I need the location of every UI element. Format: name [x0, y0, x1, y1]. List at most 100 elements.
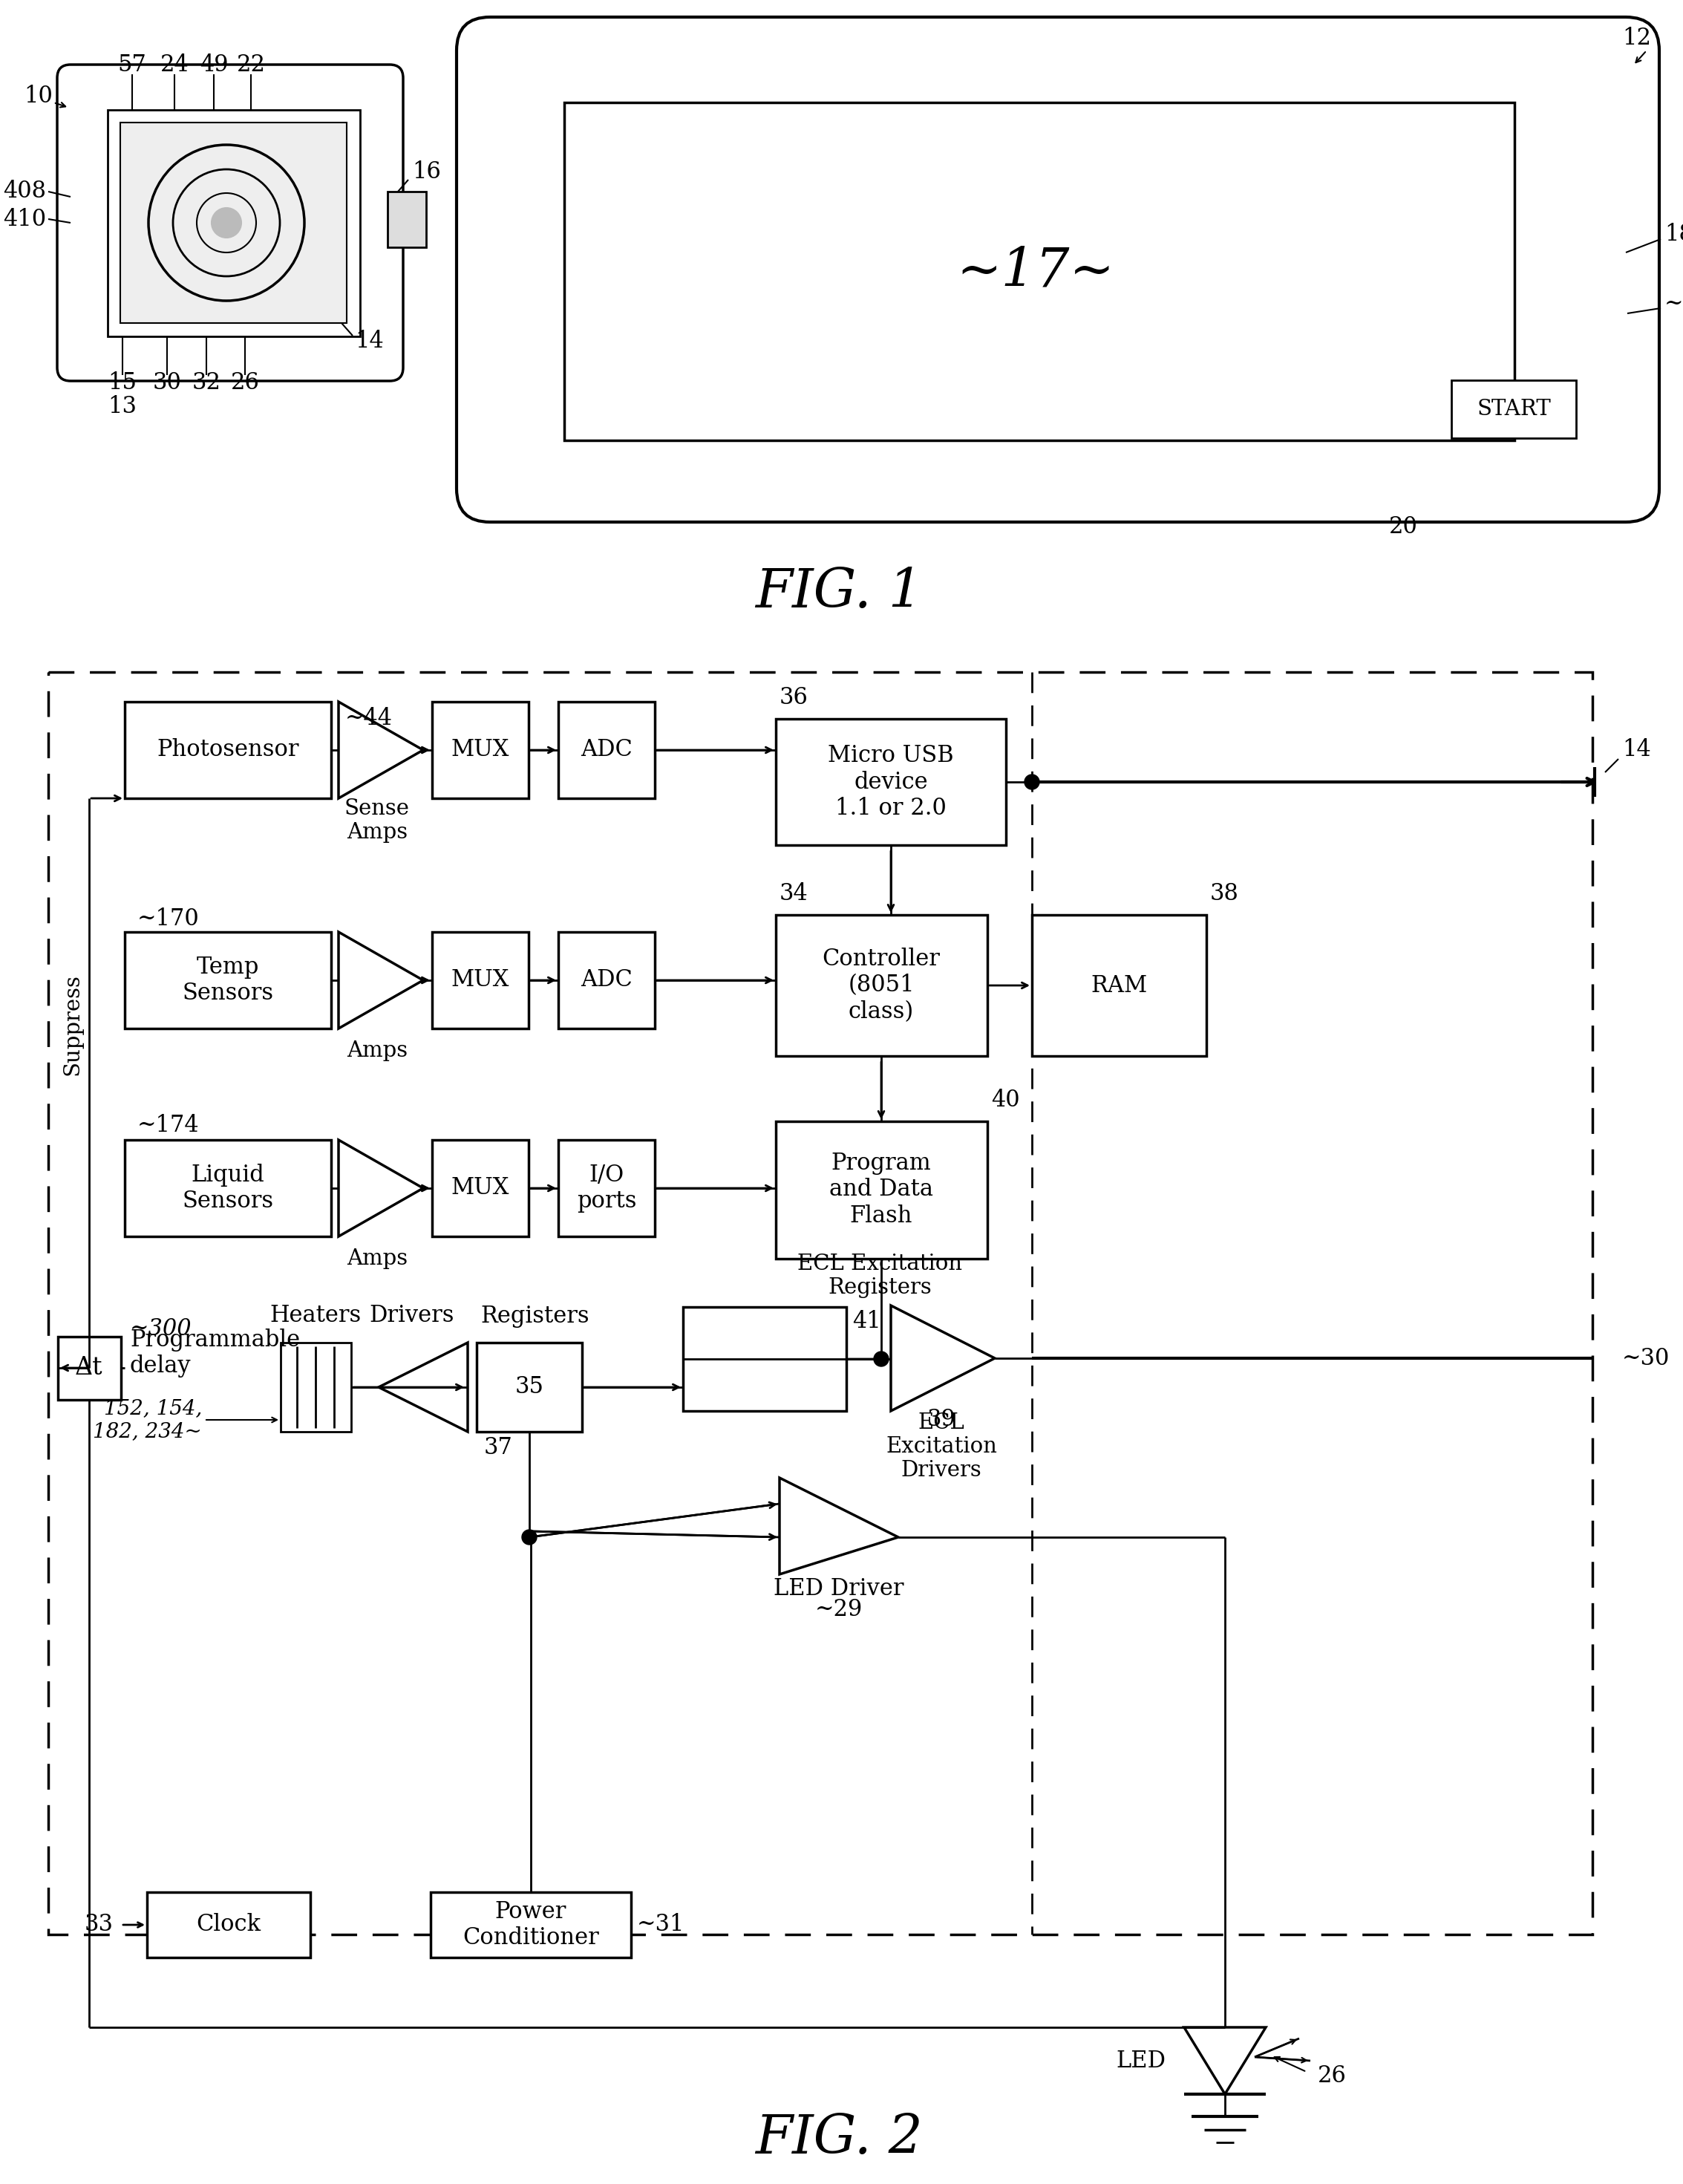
Bar	[125, 701, 332, 799]
Text: 32: 32	[192, 371, 220, 393]
FancyBboxPatch shape	[456, 17, 1659, 522]
Bar	[433, 701, 528, 799]
Polygon shape	[338, 1140, 422, 1236]
Bar	[433, 1140, 528, 1236]
Bar	[387, 192, 426, 247]
Bar	[1451, 380, 1575, 439]
Bar	[1032, 915, 1207, 1057]
Text: 15: 15	[108, 371, 136, 393]
Text: LED Driver: LED Driver	[774, 1577, 904, 1601]
Text: 16: 16	[412, 162, 441, 183]
Text: RAM: RAM	[1091, 974, 1148, 996]
Text: 408: 408	[3, 179, 45, 203]
Polygon shape	[338, 701, 422, 799]
Text: Liquid
Sensors: Liquid Sensors	[182, 1164, 274, 1212]
Text: 14: 14	[355, 330, 384, 354]
Polygon shape	[1185, 2027, 1266, 2094]
Bar	[125, 1140, 332, 1236]
Text: ~30: ~30	[1622, 1348, 1670, 1369]
Text: 20: 20	[1388, 515, 1417, 539]
Text: 18: 18	[1664, 223, 1683, 245]
Text: ~28: ~28	[1664, 293, 1683, 317]
Text: ~31: ~31	[636, 1913, 685, 1937]
Bar	[433, 933, 528, 1029]
Bar	[119, 122, 347, 323]
Text: 24: 24	[160, 55, 188, 76]
Polygon shape	[890, 1306, 995, 1411]
Text: 33: 33	[84, 1913, 113, 1937]
Text: Programmable
delay: Programmable delay	[130, 1328, 300, 1378]
Text: 34: 34	[779, 882, 808, 906]
Text: 35: 35	[515, 1376, 544, 1398]
Text: FIG. 1: FIG. 1	[756, 566, 922, 618]
Text: 41: 41	[852, 1310, 880, 1334]
Text: ADC: ADC	[581, 738, 633, 762]
Bar	[776, 915, 988, 1057]
Text: ECL
Excitation
Drivers: ECL Excitation Drivers	[885, 1413, 996, 1481]
Text: FIG. 2: FIG. 2	[756, 2112, 922, 2164]
Text: Micro USB
device
1.1 or 2.0: Micro USB device 1.1 or 2.0	[828, 745, 954, 819]
Text: Photosensor: Photosensor	[157, 738, 300, 762]
Bar	[108, 109, 360, 336]
Text: START: START	[1476, 400, 1550, 419]
Text: Amps: Amps	[347, 1040, 407, 1061]
Text: 49: 49	[200, 55, 229, 76]
Bar	[49, 673, 1592, 1935]
Bar	[476, 1343, 582, 1433]
Bar	[683, 1306, 847, 1411]
Text: Δt: Δt	[76, 1356, 103, 1380]
Text: Power
Conditioner: Power Conditioner	[463, 1900, 599, 1950]
Text: Program
and Data
Flash: Program and Data Flash	[830, 1151, 932, 1227]
Text: Drivers: Drivers	[370, 1304, 454, 1328]
Text: 40: 40	[991, 1090, 1020, 1112]
Text: 26: 26	[231, 371, 259, 393]
Text: ECL Excitation
Registers: ECL Excitation Registers	[798, 1254, 963, 1297]
Text: Amps: Amps	[347, 1249, 407, 1269]
Text: Clock: Clock	[197, 1913, 261, 1937]
Text: LED: LED	[1116, 2049, 1166, 2073]
Text: ~29: ~29	[815, 1599, 863, 1621]
Text: 30: 30	[153, 371, 182, 393]
Text: ~17~: ~17~	[956, 245, 1114, 297]
Text: 13: 13	[108, 395, 136, 419]
Circle shape	[212, 207, 241, 238]
Bar	[564, 103, 1515, 441]
Text: 26: 26	[1318, 2064, 1346, 2088]
Text: ~174: ~174	[136, 1114, 199, 1136]
Text: Controller
(8051
class): Controller (8051 class)	[823, 948, 941, 1024]
Text: Registers: Registers	[480, 1306, 589, 1328]
Text: 410: 410	[3, 207, 45, 232]
Polygon shape	[338, 933, 422, 1029]
Text: MUX: MUX	[451, 738, 510, 762]
Circle shape	[522, 1529, 537, 1544]
Polygon shape	[379, 1343, 468, 1433]
Text: Sense
Amps: Sense Amps	[345, 797, 409, 843]
Text: 37: 37	[485, 1437, 513, 1459]
Text: I/O
ports: I/O ports	[577, 1164, 636, 1212]
Circle shape	[873, 1352, 889, 1367]
FancyBboxPatch shape	[57, 66, 404, 380]
Text: ~300: ~300	[130, 1317, 192, 1341]
Bar	[559, 933, 655, 1029]
Text: 57: 57	[118, 55, 146, 76]
Bar	[776, 1120, 988, 1258]
Bar	[146, 1891, 310, 1957]
Text: Temp
Sensors: Temp Sensors	[182, 954, 274, 1005]
Text: 152, 154,
182, 234~: 152, 154, 182, 234~	[93, 1398, 202, 1441]
Bar	[57, 1337, 121, 1400]
Text: 10: 10	[24, 85, 54, 107]
Text: Suppress: Suppress	[62, 974, 82, 1075]
Text: 14: 14	[1622, 738, 1651, 762]
Bar	[559, 701, 655, 799]
Bar	[125, 933, 332, 1029]
Text: ~44: ~44	[345, 708, 392, 729]
Text: MUX: MUX	[451, 1177, 510, 1199]
Circle shape	[1025, 775, 1040, 788]
Bar	[559, 1140, 655, 1236]
Text: 38: 38	[1210, 882, 1239, 906]
Text: ~170: ~170	[136, 909, 199, 930]
Text: MUX: MUX	[451, 970, 510, 992]
Bar	[776, 719, 1006, 845]
Bar	[431, 1891, 631, 1957]
Bar	[281, 1343, 352, 1433]
